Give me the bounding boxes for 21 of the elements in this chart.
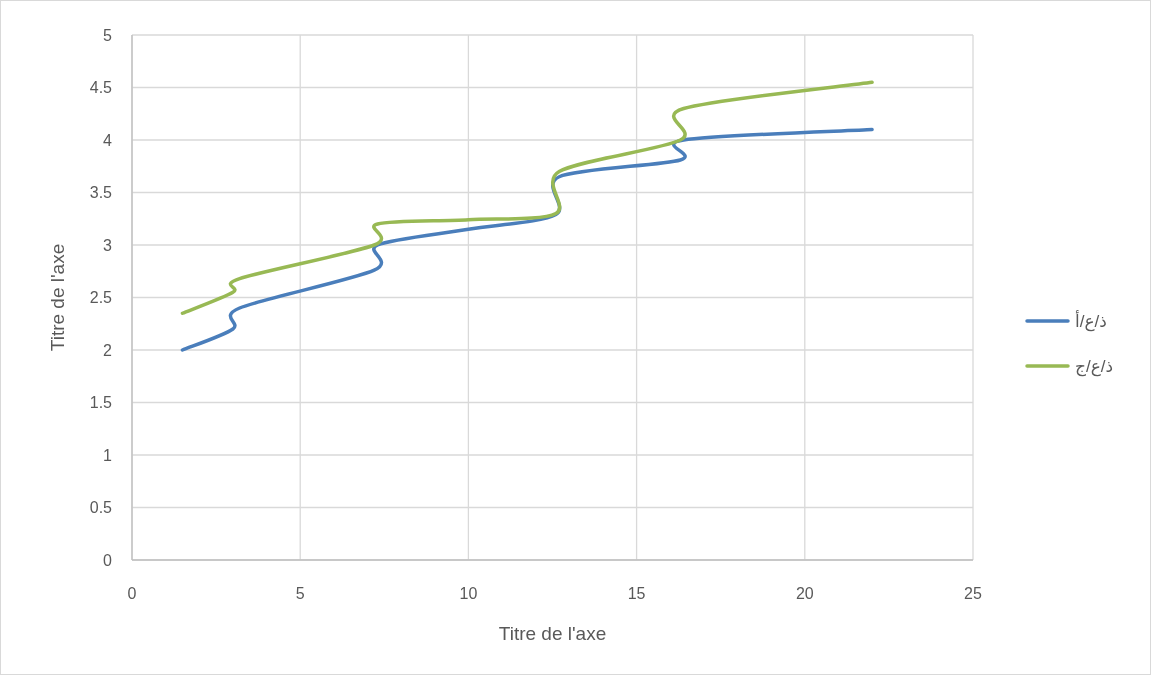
y-tick-label: 3 bbox=[103, 236, 113, 254]
x-tick-label: 25 bbox=[964, 585, 982, 602]
x-tick-label: 20 bbox=[795, 585, 814, 602]
y-tick-label: 4.5 bbox=[89, 79, 113, 96]
x-axis-title: Titre de l'axe bbox=[498, 623, 607, 644]
legend-label: ذ/ع/ج bbox=[1075, 357, 1114, 377]
y-tick-label: 1.5 bbox=[89, 394, 113, 411]
x-tick-label: 0 bbox=[127, 585, 137, 602]
x-tick-label: 15 bbox=[627, 585, 646, 602]
y-tick-label: 0 bbox=[103, 551, 113, 569]
y-tick-label: 3.5 bbox=[89, 184, 113, 201]
y-axis-title: Titre de l'axe bbox=[47, 243, 68, 352]
y-tick-label: 1 bbox=[103, 446, 113, 464]
x-tick-label: 5 bbox=[295, 585, 305, 602]
legend-label: ذ/ع/أ bbox=[1075, 310, 1107, 332]
y-tick-label: 0.5 bbox=[89, 499, 113, 516]
y-tick-label: 4 bbox=[103, 131, 113, 149]
y-tick-label: 2 bbox=[103, 341, 113, 359]
y-tick-label: 2.5 bbox=[89, 289, 113, 306]
x-tick-label: 10 bbox=[459, 585, 478, 602]
y-tick-label: 5 bbox=[103, 26, 113, 44]
